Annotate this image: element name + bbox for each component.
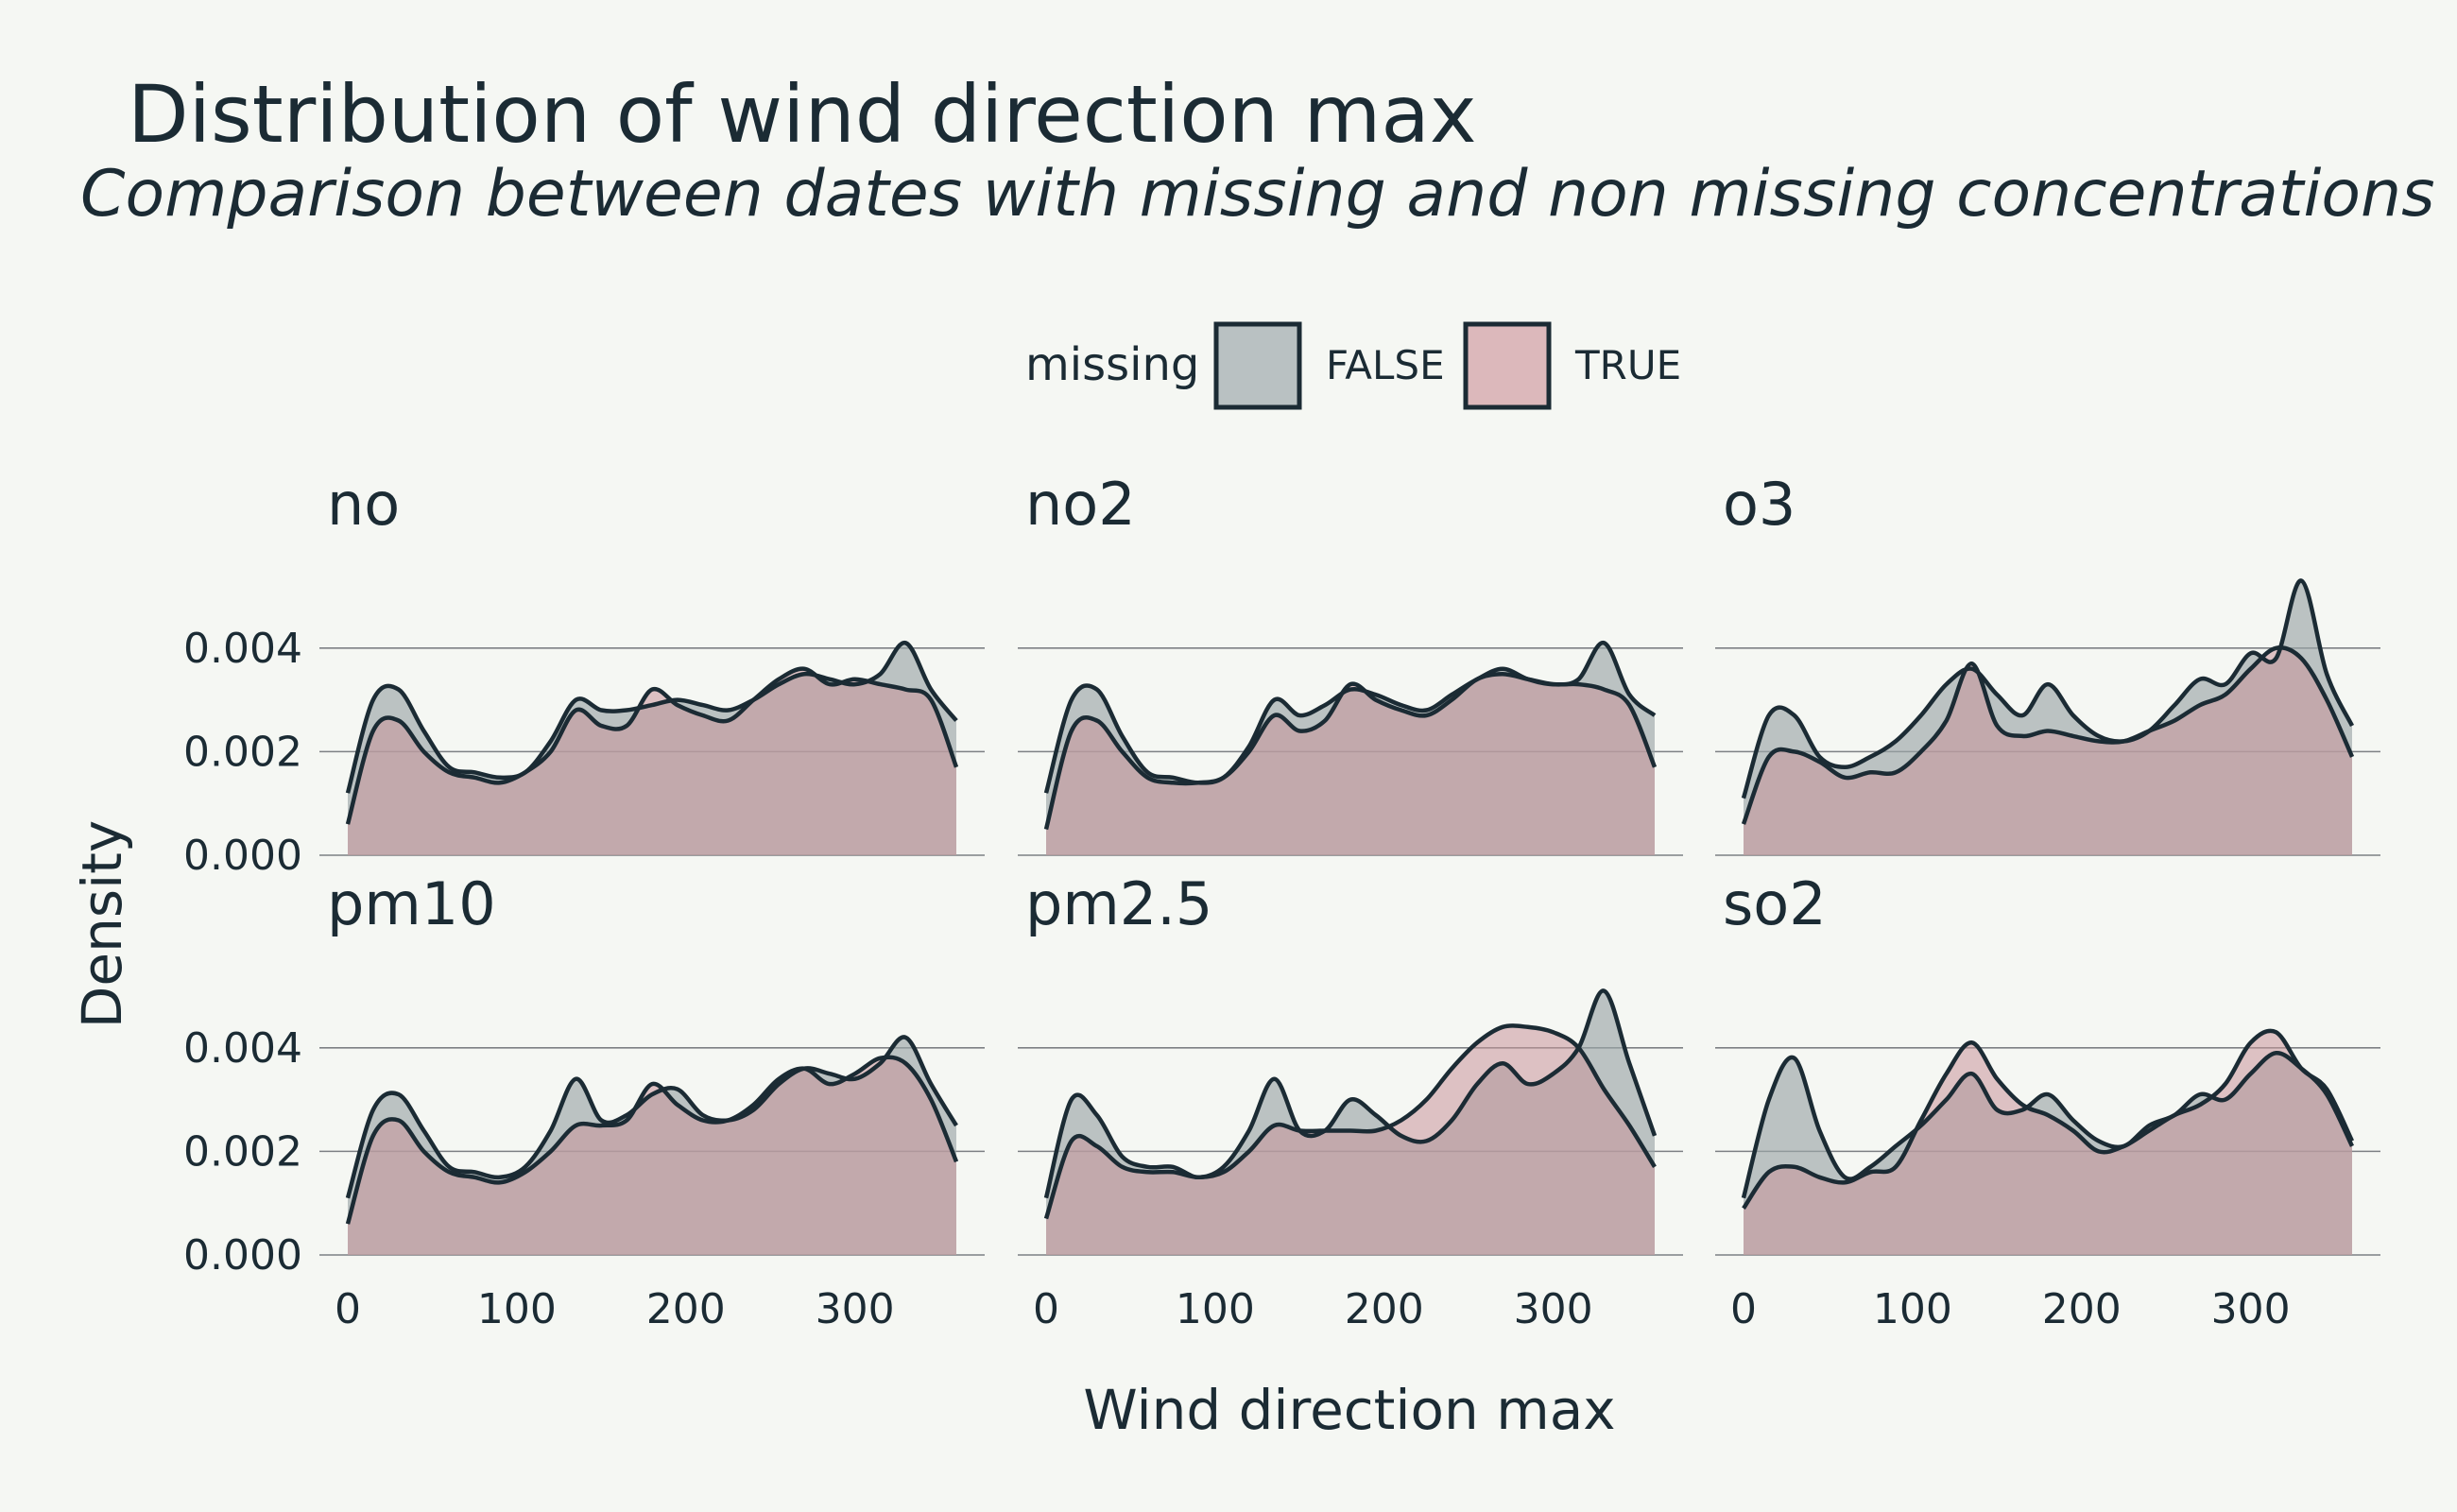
legend-key-false xyxy=(1213,321,1302,410)
y-tick-label: 0.002 xyxy=(183,728,302,776)
density-line-true xyxy=(345,666,959,825)
facet-panel-no: no 0.000 0.002 0.004 xyxy=(183,470,985,880)
legend-label-false: FALSE xyxy=(1326,342,1445,388)
y-tick-label: 0.000 xyxy=(183,1231,302,1280)
y-tick-label: 0.004 xyxy=(183,1024,302,1073)
density-line-false xyxy=(345,1035,958,1199)
y-axis-title: Density xyxy=(70,820,134,1029)
y-tick-label: 0.000 xyxy=(183,832,302,880)
facet-strip-label: o3 xyxy=(1723,470,1796,539)
legend-label-true: TRUE xyxy=(1574,342,1681,388)
facet-panel-o3: o3 xyxy=(1715,470,2380,856)
density-line-false xyxy=(1741,1051,2355,1199)
chart-subtitle: Comparison between dates with missing an… xyxy=(80,157,2435,232)
x-tick-label: 0 xyxy=(1730,1285,1757,1333)
density-area-true xyxy=(1744,647,2352,855)
x-tick-label: 100 xyxy=(477,1285,557,1333)
legend-key-true xyxy=(1463,321,1552,410)
density-line-true xyxy=(1742,1028,2355,1210)
x-tick-label: 0 xyxy=(335,1285,361,1333)
facet-panel-so2: so2 0 100 200 300 xyxy=(1715,869,2380,1333)
density-area-true xyxy=(348,1057,956,1255)
density-line-true xyxy=(1043,1023,1657,1220)
facet-strip-label: pm10 xyxy=(327,869,496,938)
x-tick-label: 200 xyxy=(2042,1285,2122,1333)
facet-panel-pm10: pm10 0.000 0.002 0.004 0 100 200 300 xyxy=(183,869,985,1333)
density-line-false xyxy=(345,641,958,794)
density-area-true xyxy=(1744,1030,2352,1255)
density-line-true xyxy=(1741,645,2355,825)
density-area-true xyxy=(1046,674,1655,855)
density-line-true xyxy=(1043,671,1658,831)
x-tick-label: 200 xyxy=(646,1285,726,1333)
x-tick-label: 300 xyxy=(2211,1285,2291,1333)
y-tick-label: 0.004 xyxy=(183,625,302,673)
density-area-true xyxy=(348,668,956,855)
facet-strip-label: pm2.5 xyxy=(1025,869,1212,938)
facet-panels: no 0.000 0.002 0.004 no2 o3 pm10 0.000 0.002 0.00… xyxy=(183,470,2380,1333)
x-tick-label: 100 xyxy=(1873,1285,1952,1333)
legend-title: missing xyxy=(1025,338,1199,391)
y-tick-label: 0.002 xyxy=(183,1127,302,1176)
x-tick-label: 200 xyxy=(1345,1285,1424,1333)
x-tick-label: 0 xyxy=(1033,1285,1059,1333)
x-tick-label: 300 xyxy=(816,1285,895,1333)
density-line-false xyxy=(1043,988,1658,1199)
facet-panel-pm2-5: pm2.5 0 100 200 300 xyxy=(1018,869,1683,1333)
density-area-true xyxy=(1046,1025,1655,1255)
x-tick-label: 300 xyxy=(1514,1285,1593,1333)
x-axis-title: Wind direction max xyxy=(1083,1378,1615,1442)
chart-title: Distribution of wind direction max xyxy=(128,68,1477,161)
facet-panel-no2: no2 xyxy=(1018,470,1683,856)
legend: missing FALSE TRUE xyxy=(1025,321,1681,410)
facet-strip-label: no xyxy=(327,470,400,539)
facet-strip-label: so2 xyxy=(1723,869,1827,938)
density-line-false xyxy=(1741,578,2355,799)
density-line-true xyxy=(345,1055,959,1225)
facet-strip-label: no2 xyxy=(1025,470,1136,539)
x-tick-label: 100 xyxy=(1176,1285,1255,1333)
